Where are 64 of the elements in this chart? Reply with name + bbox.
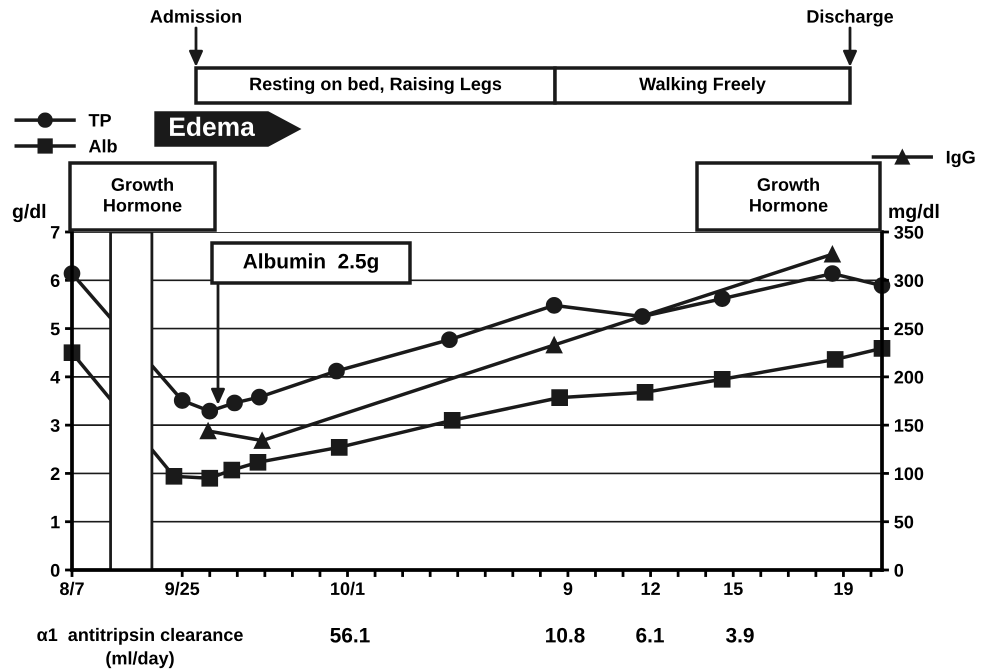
text: α1 antitripsin clearance (ml/day)	[37, 628, 243, 668]
y-tick-label: 5	[50, 322, 60, 336]
y2-tick-label: 350	[894, 226, 924, 239]
annotation: Albumin 2.5g	[243, 253, 378, 273]
y-tick-label: 1	[51, 516, 60, 528]
point	[200, 422, 216, 440]
y-tick-label: 3	[50, 419, 60, 432]
point	[444, 412, 461, 429]
point	[174, 392, 191, 409]
x-tick-label: 9	[564, 582, 572, 596]
point	[714, 370, 731, 388]
y2-tick-label: 0	[894, 564, 904, 577]
y-axis-title: g/dl	[12, 204, 46, 222]
point	[824, 246, 841, 263]
y-tick-label: 4	[50, 370, 60, 384]
x-tick-label: 19	[834, 582, 853, 596]
y2-tick-label: 250	[894, 322, 924, 336]
y-tick-label: 7	[50, 226, 60, 239]
point	[546, 336, 562, 354]
y-tick-label: 0	[50, 564, 60, 577]
y-tick-label: 6	[50, 274, 60, 288]
text: Edema	[170, 116, 255, 136]
text: Walking Freely	[639, 77, 766, 94]
point	[636, 384, 654, 401]
y2-tick-label: 100	[894, 467, 924, 480]
text: Discharge	[808, 10, 894, 26]
point	[201, 402, 218, 420]
text: Admission	[150, 10, 242, 23]
x-tick-label: 9/25	[165, 582, 200, 596]
text: Resting on bed, Raising Legs	[250, 77, 502, 94]
point	[824, 265, 841, 282]
point	[226, 394, 243, 412]
legend-label: IgG	[946, 150, 975, 168]
text: Growth Hormone	[104, 178, 182, 212]
y2-tick-label: 300	[894, 274, 924, 288]
y2-axis-title: mg/dl	[889, 204, 938, 222]
legend-label: Alb	[88, 139, 117, 153]
point	[441, 331, 458, 348]
text: 56.1	[330, 628, 370, 643]
x-tick-label: 12	[642, 582, 660, 595]
text: Growth Hormone	[750, 178, 828, 212]
point	[330, 439, 348, 456]
point	[826, 351, 844, 368]
point	[714, 290, 731, 307]
x-tick-label: 10/1	[331, 582, 365, 596]
point	[251, 388, 268, 406]
legend-label: TP	[88, 114, 111, 126]
point	[551, 389, 568, 406]
x-tick-label: 8/7	[60, 582, 84, 596]
text: 6.1	[636, 628, 664, 643]
y-tick-label: 2	[50, 467, 60, 480]
point	[546, 297, 562, 314]
point	[166, 468, 182, 485]
x-tick-label: 15	[724, 582, 743, 596]
point	[250, 454, 266, 471]
point	[223, 462, 240, 478]
text: 3.9	[726, 628, 754, 643]
point	[201, 470, 218, 487]
point	[328, 362, 345, 380]
y2-tick-label: 200	[894, 370, 924, 384]
point	[254, 432, 270, 449]
text: 10.8	[546, 628, 585, 643]
y2-tick-label: 50	[894, 516, 914, 528]
y2-tick-label: 150	[894, 419, 924, 432]
